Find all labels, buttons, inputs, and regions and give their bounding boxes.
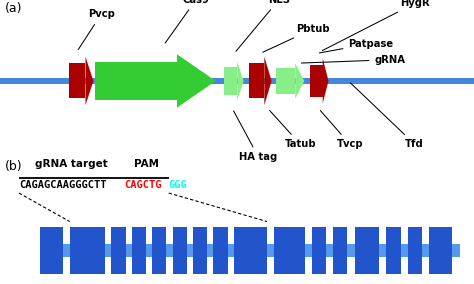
Bar — [408, 227, 422, 274]
Bar — [249, 63, 264, 99]
Polygon shape — [85, 57, 93, 105]
Text: Pvcp: Pvcp — [78, 9, 115, 49]
Text: GGG: GGG — [169, 180, 188, 190]
Bar — [40, 227, 63, 274]
Polygon shape — [323, 58, 328, 104]
Bar — [111, 227, 126, 274]
Bar — [429, 227, 452, 274]
Bar — [70, 227, 105, 274]
Text: PAM: PAM — [134, 159, 159, 169]
Text: Cas9: Cas9 — [165, 0, 210, 43]
Bar — [276, 68, 295, 94]
Bar — [132, 227, 146, 274]
Bar — [0, 78, 474, 84]
Bar — [152, 227, 166, 274]
Bar — [310, 65, 323, 97]
Bar — [274, 227, 305, 274]
Bar — [234, 227, 267, 274]
Bar — [355, 227, 379, 274]
Text: Tvcp: Tvcp — [320, 110, 363, 149]
Bar — [213, 227, 228, 274]
Polygon shape — [264, 57, 272, 105]
Bar — [69, 63, 85, 99]
Bar — [386, 227, 401, 274]
Text: Tatub: Tatub — [270, 110, 316, 149]
Text: (b): (b) — [5, 160, 22, 173]
Text: gRNA: gRNA — [301, 55, 405, 65]
Text: CAGAGCAAGGGCTT: CAGAGCAAGGGCTT — [19, 180, 107, 190]
Polygon shape — [237, 62, 244, 100]
Text: NLS: NLS — [236, 0, 290, 51]
Polygon shape — [295, 63, 304, 99]
Text: HA tag: HA tag — [234, 111, 278, 162]
Bar — [40, 244, 460, 256]
Text: Pbtub: Pbtub — [263, 24, 330, 52]
Text: Patpase: Patpase — [319, 39, 393, 53]
Bar — [95, 62, 177, 100]
Text: (a): (a) — [5, 2, 22, 14]
Bar — [193, 227, 207, 274]
Text: HygR: HygR — [322, 0, 430, 51]
Polygon shape — [177, 54, 216, 108]
Text: gRNA target: gRNA target — [35, 159, 108, 169]
Text: Tfd: Tfd — [350, 83, 424, 149]
Bar — [173, 227, 187, 274]
Bar — [333, 227, 347, 274]
Bar — [224, 67, 237, 95]
Text: CAGCTG: CAGCTG — [124, 180, 161, 190]
Bar — [312, 227, 326, 274]
